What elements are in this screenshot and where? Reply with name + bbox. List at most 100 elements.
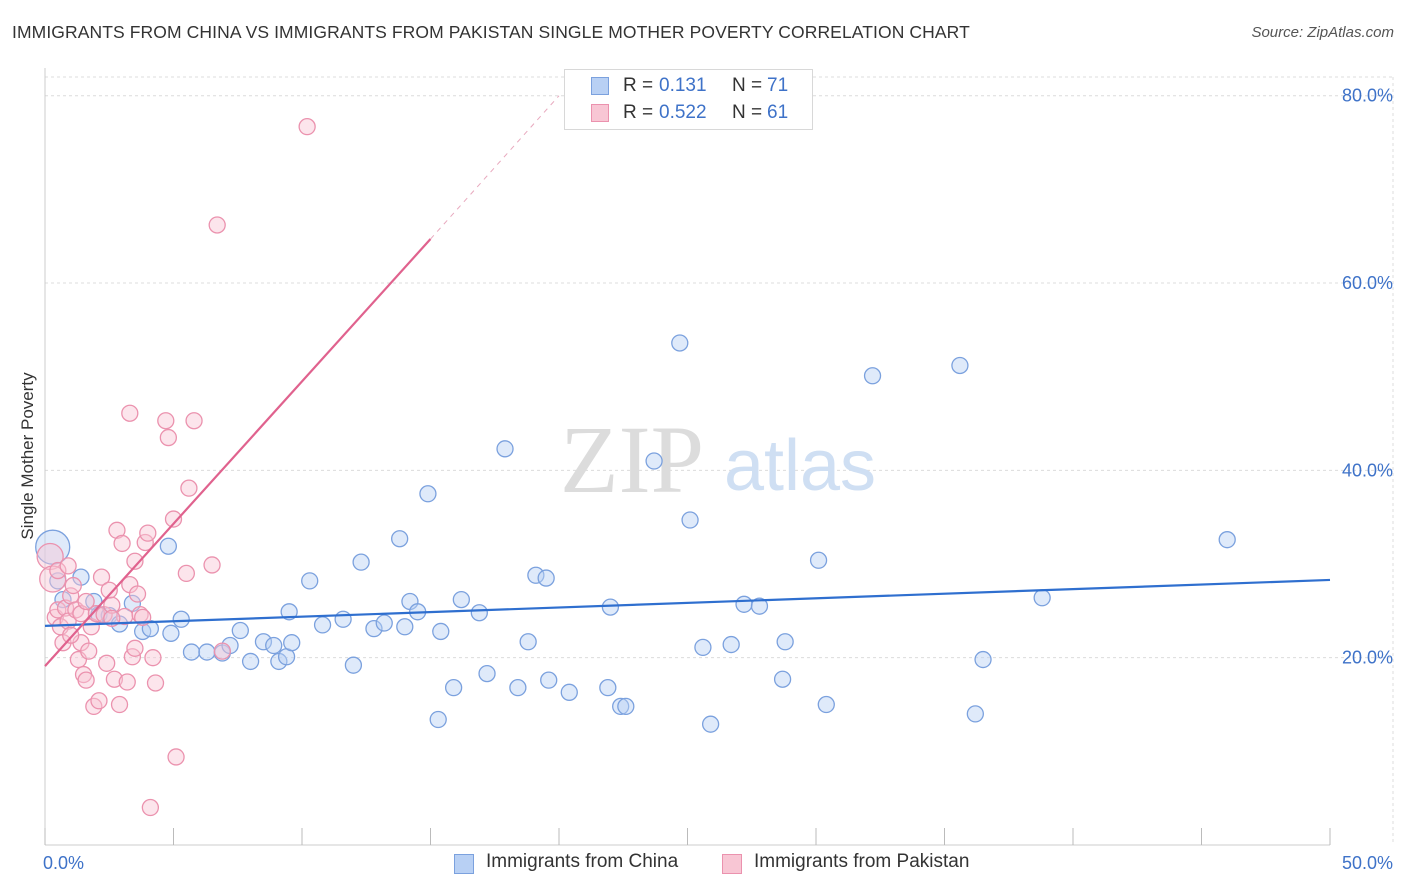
- y-tick-label: 40.0%: [1342, 460, 1393, 480]
- pakistan-point: [121, 404, 139, 422]
- pakistan-point: [159, 428, 178, 447]
- pakistan-trend-line: [44, 238, 432, 667]
- pakistan-point: [108, 521, 126, 539]
- legend-n-value: 61: [767, 102, 789, 123]
- china-point: [313, 616, 332, 634]
- china-point: [735, 595, 753, 613]
- china-point: [478, 664, 496, 683]
- china-point: [601, 598, 620, 616]
- pakistan-point: [185, 412, 203, 430]
- china-point: [974, 650, 992, 669]
- china-point: [254, 633, 273, 651]
- legend-n-label: N =: [732, 102, 763, 123]
- china-point: [809, 551, 828, 569]
- china-point: [722, 635, 740, 654]
- pakistan-point: [157, 412, 175, 430]
- pakistan-point: [139, 524, 157, 542]
- china-point: [375, 614, 393, 632]
- china-point: [966, 705, 984, 723]
- china-point: [773, 670, 792, 688]
- x-tick-label: 50.0%: [1342, 853, 1393, 873]
- pakistan-point: [92, 568, 111, 586]
- china-point: [681, 511, 699, 529]
- y-tick-label: 80.0%: [1342, 86, 1393, 106]
- legend-swatch-pakistan: [591, 104, 609, 122]
- pakistan-point: [180, 479, 198, 497]
- china-point: [519, 633, 537, 651]
- china-point: [429, 710, 447, 729]
- china-point: [951, 356, 969, 375]
- china-points: [35, 334, 1236, 733]
- china-point: [198, 643, 216, 661]
- bottom-legend-swatch-china: [454, 854, 474, 874]
- china-point: [391, 530, 409, 548]
- pakistan-point: [298, 117, 316, 136]
- china-point: [444, 679, 463, 697]
- pakistan-trend-extension: [430, 95, 560, 240]
- china-point: [863, 367, 882, 385]
- china-point: [280, 603, 298, 621]
- china-point: [540, 671, 558, 689]
- axis-layer: [44, 68, 1331, 846]
- china-point: [182, 643, 201, 661]
- pakistan-point: [126, 639, 144, 657]
- pakistan-point: [59, 557, 77, 575]
- china-point: [283, 634, 301, 652]
- china-point: [334, 610, 352, 628]
- china-point: [509, 679, 527, 697]
- legend-n-value: 71: [767, 75, 789, 96]
- china-point: [496, 440, 514, 458]
- china-point: [1218, 531, 1236, 549]
- legend-n-label: N =: [732, 75, 763, 96]
- tick-labels: 20.0% 40.0% 60.0% 80.0% 0.0% 50.0%: [43, 86, 1393, 873]
- china-point: [817, 695, 835, 714]
- pakistan-point: [213, 642, 231, 660]
- china-point: [452, 590, 470, 609]
- legend-r-value: 0.522: [659, 102, 707, 123]
- china-point: [701, 715, 720, 733]
- watermark: ZIP atlas: [560, 406, 876, 513]
- pakistan-point: [39, 565, 67, 593]
- china-point: [432, 622, 450, 641]
- legend-r-value: 0.131: [659, 75, 707, 96]
- pakistan-point: [167, 748, 185, 766]
- china-point: [159, 537, 178, 555]
- legend-box: R = 0.131 N = 71 R = 0.522 N = 61: [564, 69, 813, 130]
- china-point: [265, 636, 283, 655]
- pakistan-point: [90, 692, 108, 710]
- china-trend-line: [44, 578, 1331, 627]
- pakistan-point: [118, 673, 136, 691]
- china-point: [537, 569, 555, 587]
- pakistan-point: [62, 626, 80, 644]
- pakistan-point: [128, 585, 147, 603]
- china-point: [1033, 589, 1051, 607]
- watermark-zip: ZIP: [560, 406, 704, 513]
- pakistan-point: [80, 642, 98, 660]
- china-point: [365, 619, 383, 638]
- pakistan-point: [177, 564, 196, 583]
- china-point: [470, 604, 488, 622]
- pakistan-point: [110, 695, 129, 714]
- pakistan-point: [98, 654, 116, 672]
- pakistan-point: [208, 216, 226, 234]
- source-label: Source: ZipAtlas.com: [1251, 24, 1394, 41]
- pakistan-point: [77, 592, 95, 611]
- china-point: [694, 638, 712, 657]
- china-point: [645, 452, 663, 470]
- china-point: [527, 566, 545, 584]
- bottom-legend-label-china: Immigrants from China: [486, 851, 679, 872]
- china-point: [776, 633, 794, 651]
- china-point: [301, 572, 319, 590]
- pakistan-point: [49, 561, 67, 580]
- legend-swatch-china: [591, 77, 609, 95]
- pakistan-point: [105, 670, 124, 688]
- pakistan-point: [126, 552, 144, 570]
- china-point: [599, 679, 617, 697]
- pakistan-point: [82, 618, 100, 636]
- china-point: [162, 624, 180, 642]
- china-point: [352, 553, 370, 571]
- china-point: [750, 597, 769, 615]
- bottom-legend-label-pakistan: Immigrants from Pakistan: [754, 851, 970, 872]
- chart-title: IMMIGRANTS FROM CHINA VS IMMIGRANTS FROM…: [12, 22, 970, 42]
